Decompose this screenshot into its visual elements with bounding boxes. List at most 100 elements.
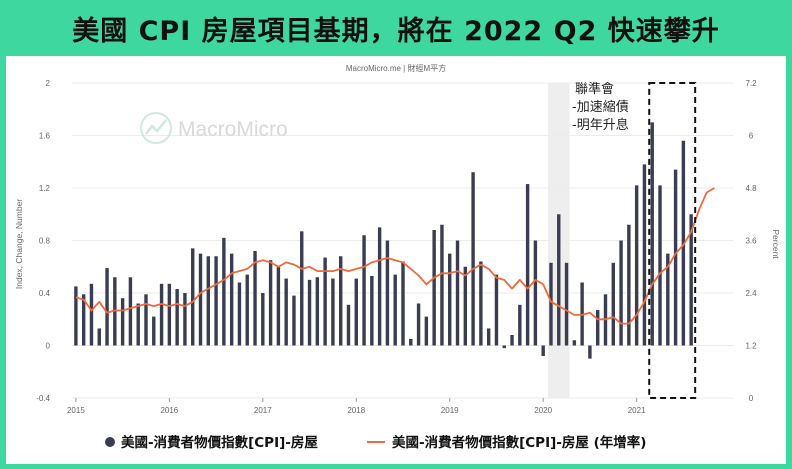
x-tick-label: 2018: [347, 406, 365, 415]
bar: [167, 283, 172, 346]
y-tick-label: 0: [46, 342, 51, 351]
bar: [175, 289, 179, 346]
legend-dot-icon: [105, 437, 115, 447]
bar: [198, 253, 203, 346]
bar: [74, 286, 78, 346]
bar: [144, 294, 148, 346]
y2-axis-title: Percent: [771, 229, 781, 259]
bar: [486, 328, 491, 346]
bar: [276, 266, 281, 346]
bar: [689, 214, 693, 346]
macromicro-logo-icon: [140, 112, 172, 144]
bar: [673, 169, 678, 346]
bar: [191, 248, 195, 346]
annotation-line-3: -明年升息: [572, 117, 629, 133]
bar: [370, 275, 374, 346]
bar: [346, 304, 351, 346]
bar: [572, 340, 577, 346]
bar: [385, 240, 390, 346]
bar: [588, 345, 592, 359]
bar: [666, 253, 670, 346]
bar: [354, 278, 358, 346]
bar: [681, 140, 686, 346]
x-tick-label: 2021: [628, 406, 646, 415]
x-tick-label: 2015: [67, 406, 85, 415]
bar: [432, 230, 436, 346]
bar: [245, 274, 249, 346]
bar: [619, 240, 623, 346]
bar: [510, 335, 514, 346]
legend: 美國-消費者物價指數[CPI]-房屋 美國-消費者物價指數[CPI]-房屋 (年…: [105, 434, 646, 451]
bar: [307, 279, 312, 346]
left-axis: -0.4 0 0.4 0.8 1.2 1.6 2: [36, 79, 50, 403]
bar: [416, 303, 421, 346]
bar: [533, 240, 538, 346]
y-tick-label: 2: [46, 79, 51, 88]
bar: [557, 214, 561, 346]
bar: [634, 185, 639, 346]
bar: [564, 262, 569, 346]
bar: [502, 345, 506, 349]
y2-tick-label: 0: [749, 394, 754, 403]
highlight-box: [648, 82, 697, 399]
bar: [214, 256, 218, 346]
bar: [518, 304, 522, 346]
bar: [448, 253, 452, 346]
bar: [362, 235, 366, 346]
y-tick-label: 1.6: [39, 132, 51, 141]
bar: [315, 277, 320, 346]
y-tick-label: -0.4: [36, 394, 50, 403]
bar: [377, 227, 382, 346]
bar: [479, 261, 483, 346]
line-series: [75, 187, 715, 325]
annotation-line-1: 聯準會: [575, 81, 614, 97]
x-axis: 2015 2016 2017 2018 2019 2020 2021: [67, 398, 646, 415]
bar: [323, 257, 327, 346]
y2-tick-label: 4.8: [745, 184, 757, 193]
bar: [440, 224, 444, 346]
bar: [455, 240, 460, 346]
y-tick-label: 1.2: [39, 184, 51, 193]
annotation-note: 聯準會 -加速縮債 -明年升息: [572, 81, 629, 133]
bar: [159, 283, 164, 346]
bar: [261, 293, 265, 346]
bar: [596, 310, 600, 346]
y2-tick-label: 6: [749, 132, 754, 141]
bar: [409, 338, 413, 346]
y-tick-label: 0.4: [39, 289, 51, 298]
y-axis-title: Index, Change, Number: [14, 199, 24, 289]
legend-label-bars: 美國-消費者物價指數[CPI]-房屋: [121, 434, 318, 451]
page-title: 美國 CPI 房屋項目基期，將在 2022 Q2 快速攀升: [72, 15, 720, 47]
bar: [237, 282, 242, 346]
bar: [401, 261, 405, 346]
bar: [229, 253, 234, 346]
bar: [627, 224, 631, 346]
highlight-rect: [648, 82, 697, 399]
title-bar: 美國 CPI 房屋項目基期，將在 2022 Q2 快速攀升: [0, 0, 792, 56]
chart-svg: MacroMicro MacroMicro.me | 財經M平方 -0.4 0 0.…: [14, 63, 781, 451]
bar: [206, 256, 210, 346]
y2-tick-label: 3.6: [745, 237, 757, 246]
y-tick-label: 0.8: [39, 237, 51, 246]
bar: [292, 295, 296, 346]
x-tick-label: 2019: [441, 406, 459, 415]
bar: [393, 274, 397, 346]
bar: [331, 278, 335, 346]
bar: [120, 298, 125, 346]
chart-panel: MacroMicro MacroMicro.me | 財經M平方 -0.4 0 0.…: [6, 56, 786, 464]
bar: [471, 172, 475, 346]
y2-tick-label: 1.2: [745, 342, 757, 351]
bar: [268, 260, 273, 346]
legend-item-line[interactable]: 美國-消費者物價指數[CPI]-房屋 (年增率): [367, 434, 646, 451]
legend-item-bars[interactable]: 美國-消費者物價指數[CPI]-房屋: [105, 434, 318, 451]
bar: [89, 283, 94, 346]
yoy-line: [75, 187, 715, 325]
bar: [222, 237, 226, 346]
bar: [105, 268, 109, 346]
bar: [424, 316, 429, 346]
bar: [152, 316, 156, 346]
source-text: MacroMicro.me | 財經M平方: [346, 63, 446, 73]
bar: [81, 294, 86, 346]
bar: [136, 303, 140, 346]
